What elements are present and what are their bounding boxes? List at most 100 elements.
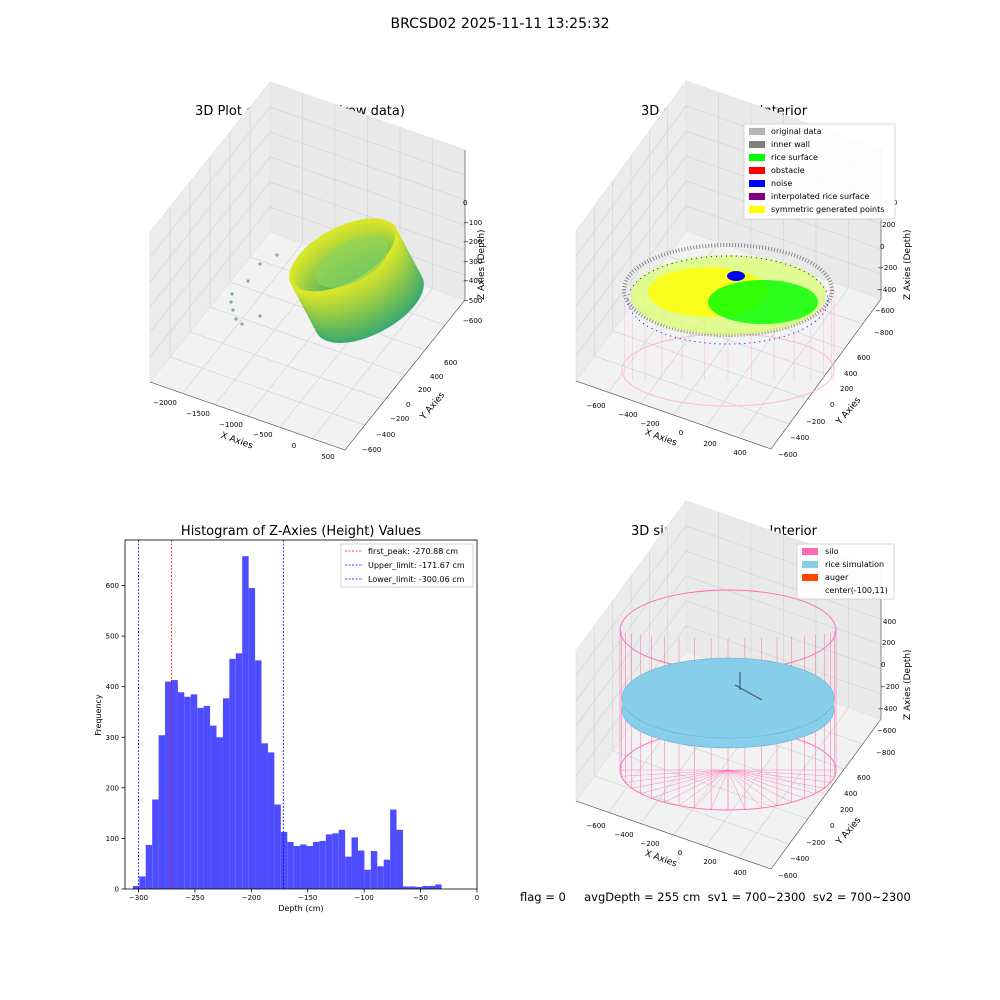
legend-entry: obstacle bbox=[771, 166, 805, 175]
p2-x-tick: 200 bbox=[703, 440, 716, 448]
histogram-bar bbox=[235, 653, 243, 889]
p1-z-label: Z Axies (Depth) bbox=[477, 229, 487, 300]
p2-x-tick: −200 bbox=[640, 420, 659, 428]
y-tick-label: 300 bbox=[106, 734, 119, 742]
histogram-bar bbox=[229, 658, 236, 889]
p2-z-label: Z Axies (Depth) bbox=[903, 229, 913, 300]
histogram-bar bbox=[203, 705, 211, 889]
panel4-x-ticks: −600 −400 −200 0 200 400 bbox=[586, 822, 746, 877]
legend-entry: first_peak: -270.88 cm bbox=[368, 547, 458, 556]
histogram-bar bbox=[171, 680, 178, 889]
p4-x-tick: 200 bbox=[703, 858, 716, 866]
histogram-bar bbox=[184, 696, 191, 889]
noise-ring bbox=[627, 255, 829, 345]
histogram-bar bbox=[210, 725, 217, 889]
histogram-bar bbox=[312, 841, 320, 889]
legend-entry: center(-100,11) bbox=[825, 586, 888, 595]
p2-z-tick: −400 bbox=[877, 286, 896, 294]
legend-entry: auger bbox=[825, 573, 849, 582]
histogram-bar bbox=[222, 698, 230, 889]
p1-x-label: X Axies bbox=[219, 431, 254, 452]
silo-spoke bbox=[640, 769, 729, 794]
legend-entry: silo bbox=[825, 547, 839, 556]
grid-line bbox=[149, 106, 271, 258]
histogram-y-label: Frequency bbox=[94, 694, 103, 736]
histogram-bar bbox=[306, 846, 313, 889]
panel1-chart: −2000 −1500 −1000 −500 0 500 X Axies −60… bbox=[149, 80, 487, 461]
histogram-bar bbox=[409, 886, 416, 889]
p1-y-tick: 0 bbox=[406, 401, 410, 409]
histogram-bar bbox=[274, 804, 281, 889]
legend-swatch bbox=[749, 167, 765, 174]
p4-x-tick: −400 bbox=[614, 831, 633, 839]
histogram-bar bbox=[165, 681, 172, 889]
p4-y-tick: 600 bbox=[857, 774, 870, 782]
legend-entry: inner wall bbox=[771, 140, 810, 149]
axis-line bbox=[575, 800, 772, 870]
panel1-x-ticks: −2000 −1500 −1000 −500 0 500 bbox=[153, 399, 335, 461]
histogram-chart: −300 −250 −200 −150 −100 −50 0 0 100 200 300 400 50… bbox=[94, 539, 479, 913]
histogram-bar bbox=[216, 737, 223, 889]
p1-y-label: Y Axies bbox=[418, 390, 447, 422]
histogram-bar bbox=[158, 735, 166, 889]
histogram-bar bbox=[319, 840, 326, 889]
p2-x-tick: 0 bbox=[679, 429, 683, 437]
outlier-point bbox=[234, 317, 238, 321]
p4-z-tick: 400 bbox=[883, 618, 896, 626]
p1-x-tick: −1000 bbox=[219, 421, 243, 429]
panel1-points bbox=[229, 218, 424, 343]
y-tick-label: 400 bbox=[106, 683, 119, 691]
histogram-bar bbox=[357, 850, 365, 889]
panel3-title: Histogram of Z-Axies (Height) Values bbox=[180, 524, 422, 539]
p2-z-tick: 0 bbox=[880, 243, 884, 251]
histogram-bar bbox=[332, 833, 339, 889]
legend-entry: noise bbox=[771, 179, 792, 188]
p1-y-tick: 600 bbox=[444, 359, 457, 367]
histogram-bar bbox=[383, 859, 391, 889]
outlier-point bbox=[229, 300, 233, 304]
y-tick-label: 200 bbox=[106, 784, 119, 792]
histogram-bar bbox=[293, 846, 301, 889]
p2-y-tick: −200 bbox=[806, 418, 825, 426]
p4-x-label: X Axies bbox=[643, 849, 678, 870]
panel2-y-ticks: −600 −400 −200 0 200 400 600 bbox=[778, 354, 870, 459]
outlier-point bbox=[275, 253, 279, 257]
silo-spoke bbox=[727, 769, 792, 803]
histogram-bar bbox=[280, 831, 288, 889]
p4-y-tick: −200 bbox=[806, 839, 825, 847]
silo-spoke bbox=[727, 769, 816, 794]
histogram-bar bbox=[345, 856, 352, 889]
outlier-point bbox=[258, 314, 262, 318]
p4-y-tick: 400 bbox=[844, 790, 857, 798]
axis-line bbox=[770, 298, 882, 450]
legend-swatch bbox=[802, 574, 818, 581]
grid-line bbox=[575, 525, 687, 677]
y-tick-label: 500 bbox=[106, 633, 119, 641]
histogram-bar bbox=[428, 885, 436, 889]
histogram-bars bbox=[132, 556, 442, 889]
panel2-x-ticks: −600 −400 −200 0 200 400 bbox=[586, 402, 746, 457]
panel4-z-ticks: −800 −600 −400 −200 0 200 400 bbox=[876, 618, 899, 757]
p4-z-tick: 200 bbox=[882, 639, 895, 647]
p1-z-tick: −300 bbox=[463, 258, 482, 266]
y-tick-label: 0 bbox=[115, 886, 119, 894]
p1-x-tick: −2000 bbox=[153, 399, 177, 407]
x-tick-label: −250 bbox=[185, 894, 204, 902]
histogram-legend: first_peak: -270.88 cm Upper_limit: -171… bbox=[340, 543, 474, 588]
outlier-point bbox=[246, 279, 250, 283]
figure-title: BRCSD02 2025-11-11 13:25:32 bbox=[390, 16, 610, 32]
x-tick-label: −100 bbox=[355, 894, 374, 902]
histogram-bar bbox=[370, 851, 378, 889]
p2-x-tick: 400 bbox=[733, 449, 746, 457]
histogram-bar bbox=[364, 869, 371, 889]
legend-entry: Lower_limit: -300.06 cm bbox=[368, 575, 465, 584]
p1-z-tick: −100 bbox=[463, 219, 482, 227]
p1-z-tick: −400 bbox=[463, 277, 482, 285]
histogram-bar bbox=[139, 876, 146, 889]
p1-z-tick: 0 bbox=[463, 199, 467, 207]
histogram-bar bbox=[415, 886, 423, 889]
histogram-bar bbox=[261, 743, 268, 889]
p4-z-label: Z Axies (Depth) bbox=[903, 649, 913, 720]
legend-swatch bbox=[749, 141, 765, 148]
silo-spoke bbox=[621, 769, 729, 777]
